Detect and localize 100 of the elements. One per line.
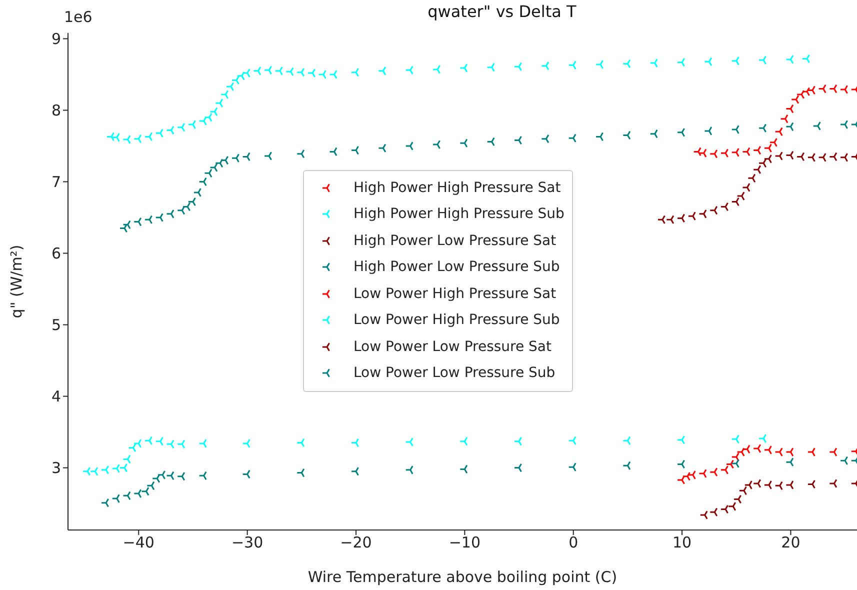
legend-label: High Power High Pressure Sub [354,206,564,222]
point [698,148,707,158]
point [405,465,414,475]
point [274,66,283,76]
point [152,474,160,484]
point [133,488,142,498]
point [133,134,142,144]
point [296,68,305,77]
point [264,66,272,75]
y-tick-label: 6 [51,244,61,263]
point [514,136,522,145]
point [242,152,250,162]
point [122,454,131,464]
point [682,472,690,482]
point [214,98,224,108]
point [731,56,740,66]
point [802,86,810,96]
point [568,462,576,472]
point [296,438,305,448]
y-tick-label: 4 [51,388,61,406]
x-tick-label: −30 [231,534,264,552]
point [405,437,414,447]
point [242,68,250,78]
point [568,60,576,70]
point [122,134,131,144]
point [432,140,441,150]
point [595,60,604,70]
point [514,463,522,472]
point [764,143,772,153]
point [119,463,128,472]
point [818,152,826,162]
point [764,445,772,455]
point [286,66,294,76]
point [405,66,414,75]
x-tick-label: −20 [340,534,372,552]
point [329,147,338,156]
point [350,68,359,77]
point [622,460,631,470]
point [752,146,762,155]
point [264,151,272,161]
point [840,456,848,466]
point [432,64,441,74]
point [785,457,794,467]
point [188,120,196,130]
point [742,182,750,192]
point [785,54,794,64]
point [595,132,604,142]
point [774,127,783,136]
point [176,206,186,216]
point [100,465,110,475]
point [119,224,128,233]
point [176,122,186,132]
point [688,470,696,480]
point [141,486,150,496]
point [698,209,707,219]
y-tick-label: 3 [51,459,61,478]
point [758,123,767,133]
point [214,158,224,168]
point [700,510,708,520]
point [726,460,734,469]
point [828,478,838,488]
point [242,470,250,479]
y-tick-label: 5 [51,316,61,334]
point [709,206,718,216]
point [182,202,191,212]
point [812,121,821,131]
point [774,447,783,457]
point [540,61,550,71]
point [166,209,174,219]
point [731,434,740,444]
point [329,70,338,80]
point [144,132,153,142]
point [220,156,229,165]
y-axis-title: q" (W/m²) [7,244,26,318]
point [622,59,631,68]
point [296,468,305,478]
point [231,76,240,85]
point [709,149,718,159]
point [106,132,114,142]
point [112,132,120,142]
point [242,438,250,448]
point [296,149,305,159]
point [650,129,658,138]
point [133,217,142,226]
y-tick-label: 7 [51,173,61,192]
point [568,133,576,143]
point [350,146,359,155]
point [176,472,186,482]
point [752,164,762,174]
point [155,436,164,446]
x-axis-title: Wire Temperature above boiling point (C) [308,568,618,586]
point [122,491,131,500]
point [728,502,736,512]
point [252,66,262,76]
point [622,130,631,140]
point [378,66,386,76]
point [780,114,788,124]
point [736,447,745,457]
point [693,147,702,156]
point [709,467,718,477]
